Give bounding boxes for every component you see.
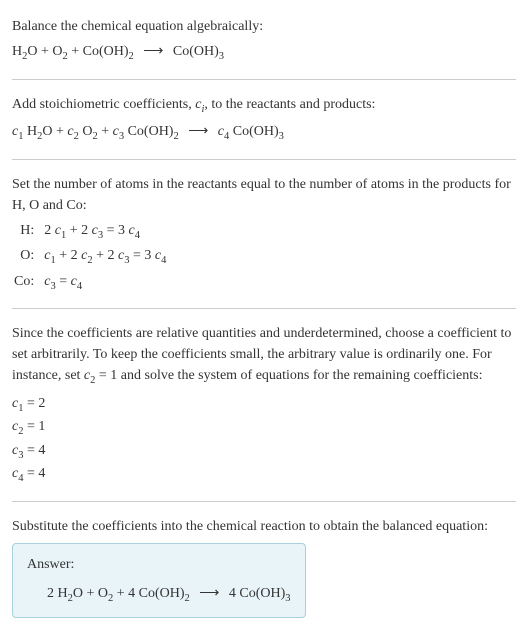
divider — [12, 308, 516, 309]
divider — [12, 79, 516, 80]
divider — [12, 159, 516, 160]
stoich-text: Add stoichiometric coefficients, ci, to … — [12, 94, 516, 118]
atom-label-o: O: — [14, 245, 34, 269]
atom-equation-co: c3 = c4 — [44, 271, 516, 295]
atoms-text: Set the number of atoms in the reactants… — [12, 174, 516, 216]
substitute-section: Substitute the coefficients into the che… — [12, 508, 516, 626]
atom-equation-o: c1 + 2 c2 + 2 c3 = 3 c4 — [44, 245, 516, 269]
answer-label: Answer: — [27, 554, 291, 575]
atoms-section: Set the number of atoms in the reactants… — [12, 166, 516, 303]
coefficient-c3: c3 = 4 — [12, 440, 516, 464]
answer-box: Answer: 2 H2O + O2 + 4 Co(OH)2 ⟶ 4 Co(OH… — [12, 543, 306, 618]
header-section: Balance the chemical equation algebraica… — [12, 8, 516, 73]
solve-text: Since the coefficients are relative quan… — [12, 323, 516, 389]
atom-label-h: H: — [14, 220, 34, 244]
unbalanced-equation: H2O + O2 + Co(OH)2 ⟶ Co(OH)3 — [12, 41, 516, 65]
coefficient-c4: c4 = 4 — [12, 463, 516, 487]
substitute-text: Substitute the coefficients into the che… — [12, 516, 516, 537]
balance-instruction: Balance the chemical equation algebraica… — [12, 16, 516, 37]
coefficient-list: c1 = 2 c2 = 1 c3 = 4 c4 = 4 — [12, 393, 516, 487]
coefficient-c2: c2 = 1 — [12, 416, 516, 440]
balanced-equation: 2 H2O + O2 + 4 Co(OH)2 ⟶ 4 Co(OH)3 — [27, 583, 291, 607]
coefficient-c1: c1 = 2 — [12, 393, 516, 417]
solve-section: Since the coefficients are relative quan… — [12, 315, 516, 495]
stoich-section: Add stoichiometric coefficients, ci, to … — [12, 86, 516, 153]
atom-equation-h: 2 c1 + 2 c3 = 3 c4 — [44, 220, 516, 244]
atoms-table: H: 2 c1 + 2 c3 = 3 c4 O: c1 + 2 c2 + 2 c… — [14, 220, 516, 295]
stoich-equation: c1 H2O + c2 O2 + c3 Co(OH)2 ⟶ c4 Co(OH)3 — [12, 121, 516, 145]
atom-label-co: Co: — [14, 271, 34, 295]
divider — [12, 501, 516, 502]
